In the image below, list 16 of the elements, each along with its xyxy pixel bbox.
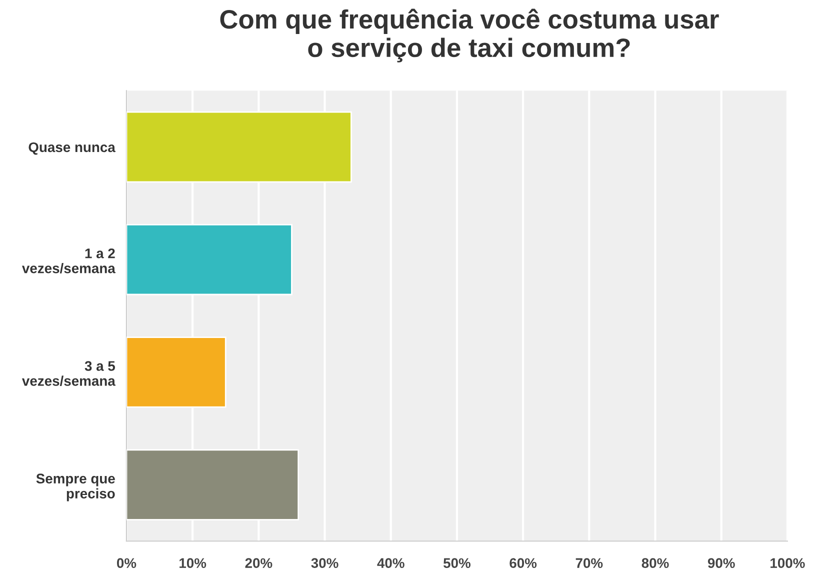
chart-title: Com que frequência você costuma usar o serviço de taxi comum?: [220, 8, 719, 62]
x-tick-label: 40%: [377, 558, 404, 568]
x-tick-label: 60%: [510, 558, 537, 568]
x-tick-label: 50%: [443, 558, 470, 568]
x-tick-label: 20%: [245, 558, 272, 568]
y-tick-label: Quase nunca: [28, 142, 116, 155]
x-tick-label: 0%: [116, 558, 136, 568]
x-tick-label: 30%: [311, 558, 338, 568]
y-tick-label: 1 a 2 vezes/semana: [22, 248, 116, 274]
x-tick-label: 10%: [180, 558, 206, 568]
y-tick-label: 3 a 5 vezes/semana: [22, 361, 116, 386]
x-tick-label: 90%: [708, 558, 735, 568]
x-tick-label: 70%: [576, 558, 603, 568]
x-tick-label: 80%: [642, 558, 669, 568]
x-tick-label: 100%: [770, 558, 805, 568]
y-tick-label: Sempre que preciso: [36, 474, 115, 502]
